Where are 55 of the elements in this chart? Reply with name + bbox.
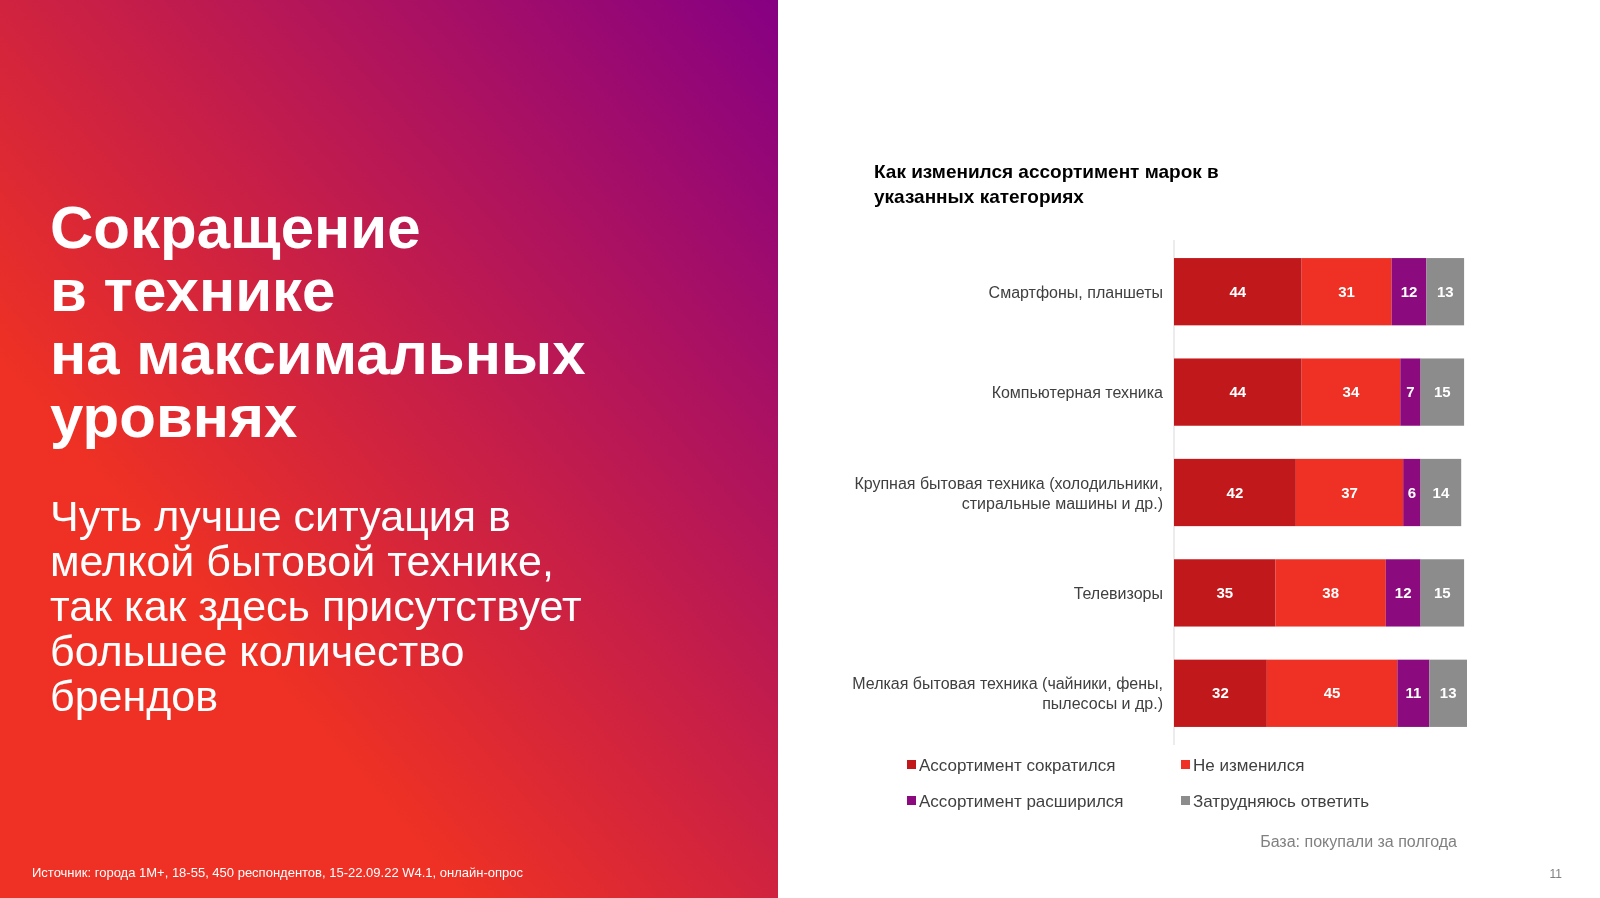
bar: [1174, 358, 1302, 426]
y-tick-label: Телевизоры: [1073, 584, 1163, 602]
bar: [1397, 659, 1430, 727]
bar: [1174, 258, 1302, 326]
data-label: 37: [1341, 483, 1358, 501]
data-label: 44: [1229, 282, 1247, 300]
text: Источник: города 1M+, 18-55, 450 респондентов, 15-22.09.22 W4.1, онлайн-опрос: [32, 865, 524, 880]
bar: [1400, 358, 1421, 426]
data-label: 6: [1407, 483, 1417, 501]
text: 11: [1549, 867, 1563, 881]
bar: [1391, 258, 1427, 326]
data-label: 15: [1434, 583, 1451, 601]
bar: [1266, 659, 1398, 727]
data-label: 13: [1439, 684, 1457, 702]
chart-title: Как изменился ассортимент марок в указанных категориях: [874, 161, 1219, 207]
data-label: 12: [1394, 583, 1412, 601]
legend-label: Ассортимент сократился: [919, 756, 1116, 775]
y-tick-label: Мелкая бытовая техника (чайники, фены, пылесосы и др.): [852, 675, 1163, 713]
y-tick-label: Крупная бытовая техника (холодильники, стиральные машины и др.): [854, 474, 1163, 512]
bar: [1174, 458, 1296, 527]
legend-label: Не изменился: [1193, 756, 1305, 775]
y-tick-label: Смартфоны, планшеты: [988, 283, 1163, 301]
text: База: покупали за полгода: [1260, 833, 1458, 850]
data-label: 15: [1434, 383, 1451, 401]
data-label: 13: [1436, 282, 1454, 300]
data-label: 42: [1226, 483, 1244, 501]
data-label: 45: [1323, 684, 1341, 702]
legend-label: Ассортимент расширился: [919, 792, 1124, 811]
data-label: 12: [1400, 282, 1418, 300]
bar: [1174, 659, 1267, 727]
data-label: 34: [1342, 383, 1360, 401]
bar: [1420, 358, 1465, 426]
bar: [1174, 559, 1276, 627]
data-label: 11: [1405, 684, 1422, 702]
text: Сокращение в технике на максимальных уровнях: [50, 194, 586, 450]
bar: [1420, 559, 1465, 627]
data-label: 35: [1216, 583, 1234, 601]
bar: [1301, 358, 1401, 426]
data-label: 44: [1229, 383, 1247, 401]
text: Чуть лучше ситуация в мелкой бытовой технике, так как здесь присутствует большее количество брендов: [50, 492, 582, 720]
bar: [1275, 559, 1386, 627]
legend-label: Затрудняюсь ответить: [1193, 792, 1370, 811]
bar: [1420, 458, 1462, 527]
data-label: 14: [1432, 483, 1450, 501]
bar: [1403, 458, 1421, 527]
data-label: 32: [1212, 684, 1229, 702]
bar: [1385, 559, 1421, 627]
data-label: 7: [1406, 383, 1415, 401]
bar: [1429, 659, 1467, 727]
bar: [1295, 458, 1404, 527]
y-tick-label: Компьютерная техника: [991, 384, 1164, 402]
data-label: 38: [1322, 583, 1339, 601]
bar: [1301, 258, 1392, 326]
data-label: 31: [1338, 282, 1355, 300]
bar: [1426, 258, 1465, 326]
